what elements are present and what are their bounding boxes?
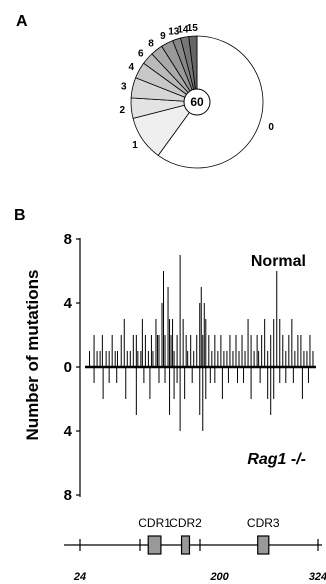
pie-slice-label-6: 6 bbox=[138, 48, 144, 59]
y-tick-label: 4 bbox=[64, 423, 73, 440]
pie-slice-15 bbox=[188, 35, 198, 103]
normal-series-label: Normal bbox=[251, 253, 306, 270]
region-cdr2-box bbox=[180, 535, 191, 555]
region-cdr3-label: CDR3 bbox=[247, 516, 280, 530]
y-tick-label: 8 bbox=[64, 231, 72, 248]
panel-b-label: B bbox=[14, 207, 26, 224]
y-tick-label: 8 bbox=[64, 487, 72, 504]
y-tick-label: 4 bbox=[64, 295, 73, 312]
y-tick-label: 0 bbox=[64, 359, 72, 376]
region-cdr1-box bbox=[147, 535, 162, 555]
pie-slice-label-9: 9 bbox=[160, 31, 166, 42]
mutation-bar-chart: Number of mutations Normal Rag1 -/- 8 4 0 4… bbox=[23, 231, 316, 504]
region-cdr3-box bbox=[257, 535, 270, 555]
map-position-label-200: 200 bbox=[209, 571, 229, 583]
map-position-label-324: 324 bbox=[309, 571, 326, 583]
y-axis-label: Number of mutations bbox=[23, 270, 42, 441]
region-cdr2-label: CDR2 bbox=[169, 516, 202, 530]
pie-slice-label-0: 0 bbox=[268, 122, 274, 133]
panel-a-label: A bbox=[16, 13, 28, 30]
pie-slice-label-1: 1 bbox=[132, 140, 138, 151]
pie-slice-label-14: 14 bbox=[177, 24, 189, 35]
pie-slice-0 bbox=[157, 35, 264, 169]
region-cdr1-label: CDR1 bbox=[138, 516, 171, 530]
rag1-series-label: Rag1 -/- bbox=[247, 451, 306, 468]
pie-center-label: 60 bbox=[190, 95, 204, 109]
pie-slice-label-4: 4 bbox=[128, 62, 134, 73]
pie-slice-label-15: 15 bbox=[187, 23, 199, 34]
pie-slice-label-13: 13 bbox=[168, 27, 180, 38]
pie-center bbox=[183, 88, 211, 116]
pie-slice-label-2: 2 bbox=[120, 105, 126, 116]
map-position-label-24: 24 bbox=[73, 571, 86, 583]
pie-slice-label-3: 3 bbox=[121, 82, 127, 93]
pie-slice-label-8: 8 bbox=[148, 39, 154, 50]
